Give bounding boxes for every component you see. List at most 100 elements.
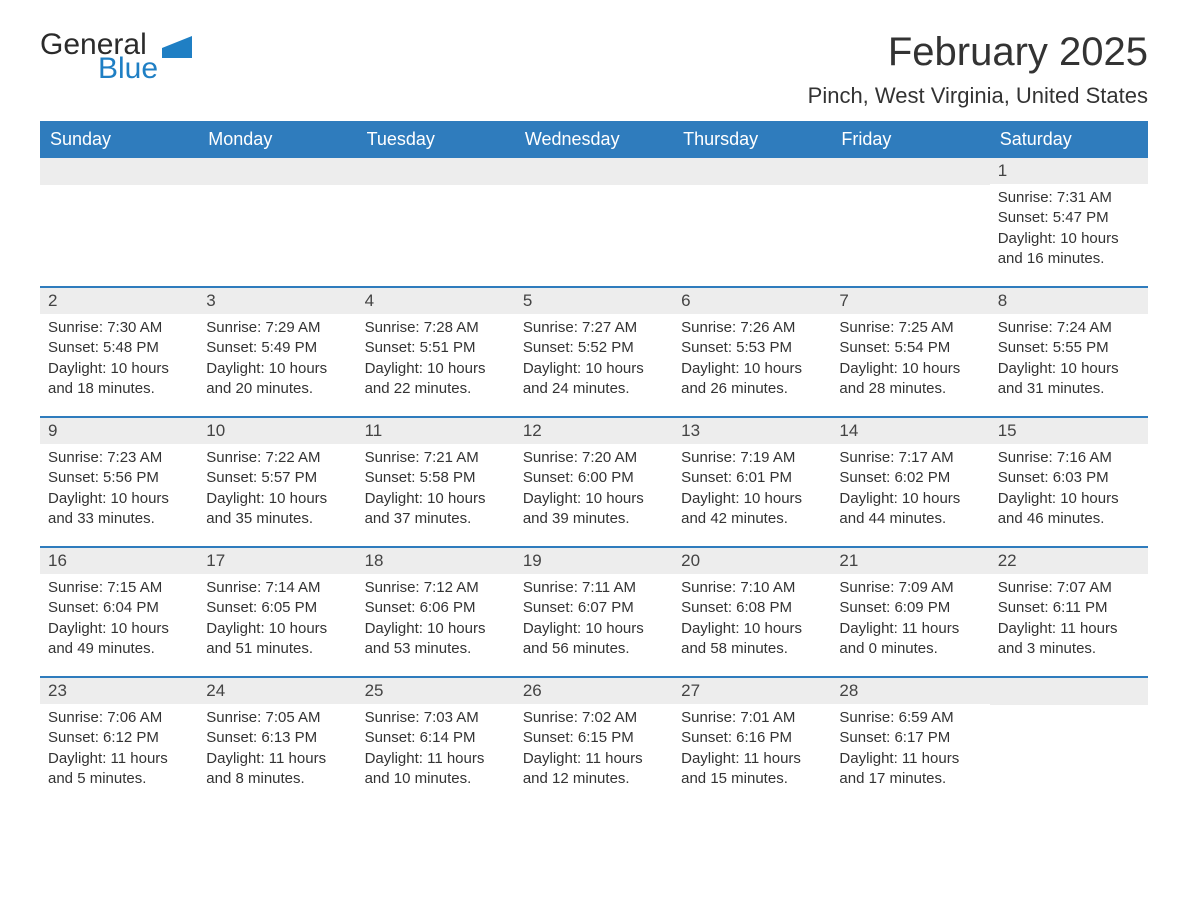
daylight-line: Daylight: 11 hours and 17 minutes.	[839, 749, 981, 790]
day-body: Sunrise: 7:28 AMSunset: 5:51 PMDaylight:…	[357, 314, 515, 405]
sunset-line: Sunset: 6:03 PM	[998, 468, 1140, 488]
day-number: 10	[198, 418, 356, 444]
weekday-header: Thursday	[673, 121, 831, 158]
day-cell: 10Sunrise: 7:22 AMSunset: 5:57 PMDayligh…	[198, 418, 356, 546]
sunrise-line: Sunrise: 7:14 AM	[206, 578, 348, 598]
empty-day-header	[673, 158, 831, 185]
day-cell: 13Sunrise: 7:19 AMSunset: 6:01 PMDayligh…	[673, 418, 831, 546]
day-cell: 14Sunrise: 7:17 AMSunset: 6:02 PMDayligh…	[831, 418, 989, 546]
day-number: 5	[515, 288, 673, 314]
sunrise-line: Sunrise: 7:22 AM	[206, 448, 348, 468]
day-cell: 20Sunrise: 7:10 AMSunset: 6:08 PMDayligh…	[673, 548, 831, 676]
location-text: Pinch, West Virginia, United States	[808, 83, 1148, 109]
day-number: 23	[40, 678, 198, 704]
daylight-line: Daylight: 10 hours and 39 minutes.	[523, 489, 665, 530]
empty-day-header	[831, 158, 989, 185]
day-body: Sunrise: 7:24 AMSunset: 5:55 PMDaylight:…	[990, 314, 1148, 405]
day-body: Sunrise: 7:22 AMSunset: 5:57 PMDaylight:…	[198, 444, 356, 535]
sunrise-line: Sunrise: 7:19 AM	[681, 448, 823, 468]
day-body: Sunrise: 7:15 AMSunset: 6:04 PMDaylight:…	[40, 574, 198, 665]
sunset-line: Sunset: 5:56 PM	[48, 468, 190, 488]
sunrise-line: Sunrise: 7:09 AM	[839, 578, 981, 598]
weekday-header: Friday	[831, 121, 989, 158]
day-number: 24	[198, 678, 356, 704]
day-cell: 22Sunrise: 7:07 AMSunset: 6:11 PMDayligh…	[990, 548, 1148, 676]
day-number: 9	[40, 418, 198, 444]
sunrise-line: Sunrise: 7:28 AM	[365, 318, 507, 338]
day-body: Sunrise: 7:26 AMSunset: 5:53 PMDaylight:…	[673, 314, 831, 405]
sunrise-line: Sunrise: 7:06 AM	[48, 708, 190, 728]
day-number: 14	[831, 418, 989, 444]
day-cell: 24Sunrise: 7:05 AMSunset: 6:13 PMDayligh…	[198, 678, 356, 806]
day-cell: 8Sunrise: 7:24 AMSunset: 5:55 PMDaylight…	[990, 288, 1148, 416]
day-body: Sunrise: 7:17 AMSunset: 6:02 PMDaylight:…	[831, 444, 989, 535]
week-row: 16Sunrise: 7:15 AMSunset: 6:04 PMDayligh…	[40, 546, 1148, 676]
sunset-line: Sunset: 6:15 PM	[523, 728, 665, 748]
day-number: 17	[198, 548, 356, 574]
sunrise-line: Sunrise: 7:25 AM	[839, 318, 981, 338]
sunset-line: Sunset: 6:07 PM	[523, 598, 665, 618]
day-cell: 7Sunrise: 7:25 AMSunset: 5:54 PMDaylight…	[831, 288, 989, 416]
day-number: 8	[990, 288, 1148, 314]
daylight-line: Daylight: 10 hours and 26 minutes.	[681, 359, 823, 400]
daylight-line: Daylight: 10 hours and 16 minutes.	[998, 229, 1140, 270]
day-cell	[357, 158, 515, 286]
sunset-line: Sunset: 5:53 PM	[681, 338, 823, 358]
daylight-line: Daylight: 10 hours and 56 minutes.	[523, 619, 665, 660]
weekday-header: Saturday	[990, 121, 1148, 158]
sunrise-line: Sunrise: 7:26 AM	[681, 318, 823, 338]
day-number: 22	[990, 548, 1148, 574]
week-row: 1Sunrise: 7:31 AMSunset: 5:47 PMDaylight…	[40, 158, 1148, 286]
daylight-line: Daylight: 10 hours and 53 minutes.	[365, 619, 507, 660]
day-body: Sunrise: 7:11 AMSunset: 6:07 PMDaylight:…	[515, 574, 673, 665]
sunrise-line: Sunrise: 7:23 AM	[48, 448, 190, 468]
calendar-grid: SundayMondayTuesdayWednesdayThursdayFrid…	[40, 121, 1148, 806]
sunrise-line: Sunrise: 7:16 AM	[998, 448, 1140, 468]
daylight-line: Daylight: 11 hours and 10 minutes.	[365, 749, 507, 790]
sunrise-line: Sunrise: 7:29 AM	[206, 318, 348, 338]
day-body: Sunrise: 7:21 AMSunset: 5:58 PMDaylight:…	[357, 444, 515, 535]
day-number: 12	[515, 418, 673, 444]
daylight-line: Daylight: 11 hours and 3 minutes.	[998, 619, 1140, 660]
daylight-line: Daylight: 10 hours and 58 minutes.	[681, 619, 823, 660]
day-cell: 19Sunrise: 7:11 AMSunset: 6:07 PMDayligh…	[515, 548, 673, 676]
weekday-header-row: SundayMondayTuesdayWednesdayThursdayFrid…	[40, 121, 1148, 158]
sunset-line: Sunset: 5:54 PM	[839, 338, 981, 358]
sunset-line: Sunset: 6:13 PM	[206, 728, 348, 748]
empty-day-header	[198, 158, 356, 185]
sunset-line: Sunset: 6:11 PM	[998, 598, 1140, 618]
day-body: Sunrise: 7:05 AMSunset: 6:13 PMDaylight:…	[198, 704, 356, 795]
sunrise-line: Sunrise: 6:59 AM	[839, 708, 981, 728]
sunset-line: Sunset: 6:01 PM	[681, 468, 823, 488]
day-cell	[40, 158, 198, 286]
day-number: 11	[357, 418, 515, 444]
sunset-line: Sunset: 6:17 PM	[839, 728, 981, 748]
day-body: Sunrise: 7:20 AMSunset: 6:00 PMDaylight:…	[515, 444, 673, 535]
flag-icon	[162, 36, 198, 69]
day-number: 3	[198, 288, 356, 314]
day-cell: 12Sunrise: 7:20 AMSunset: 6:00 PMDayligh…	[515, 418, 673, 546]
day-body: Sunrise: 7:12 AMSunset: 6:06 PMDaylight:…	[357, 574, 515, 665]
day-cell: 16Sunrise: 7:15 AMSunset: 6:04 PMDayligh…	[40, 548, 198, 676]
day-cell	[831, 158, 989, 286]
day-body: Sunrise: 7:14 AMSunset: 6:05 PMDaylight:…	[198, 574, 356, 665]
week-row: 9 Sunrise: 7:23 AMSunset: 5:56 PM Daylight…	[40, 416, 1148, 546]
sunrise-line: Sunrise: 7:27 AM	[523, 318, 665, 338]
logo-text-blue: Blue	[98, 54, 158, 84]
day-body: Sunrise: 7:03 AMSunset: 6:14 PMDaylight:…	[357, 704, 515, 795]
day-number: 25	[357, 678, 515, 704]
day-number: 15	[990, 418, 1148, 444]
title-block: February 2025 Pinch, West Virginia, Unit…	[808, 30, 1148, 109]
sunset-line: Sunset: 5:58 PM	[365, 468, 507, 488]
day-body: Sunrise: 7:06 AMSunset: 6:12 PMDaylight:…	[40, 704, 198, 795]
sunset-line: Sunset: 6:09 PM	[839, 598, 981, 618]
sunrise-line: Sunrise: 7:20 AM	[523, 448, 665, 468]
day-cell	[673, 158, 831, 286]
weekday-header: Tuesday	[357, 121, 515, 158]
daylight-line: Daylight: 10 hours and 20 minutes.	[206, 359, 348, 400]
sunrise-line: Sunrise: 7:10 AM	[681, 578, 823, 598]
daylight-line: Daylight: 11 hours and 15 minutes.	[681, 749, 823, 790]
sunrise-line: Sunrise: 7:15 AM	[48, 578, 190, 598]
day-cell: 3Sunrise: 7:29 AMSunset: 5:49 PMDaylight…	[198, 288, 356, 416]
day-body: Sunrise: 7:16 AMSunset: 6:03 PMDaylight:…	[990, 444, 1148, 535]
